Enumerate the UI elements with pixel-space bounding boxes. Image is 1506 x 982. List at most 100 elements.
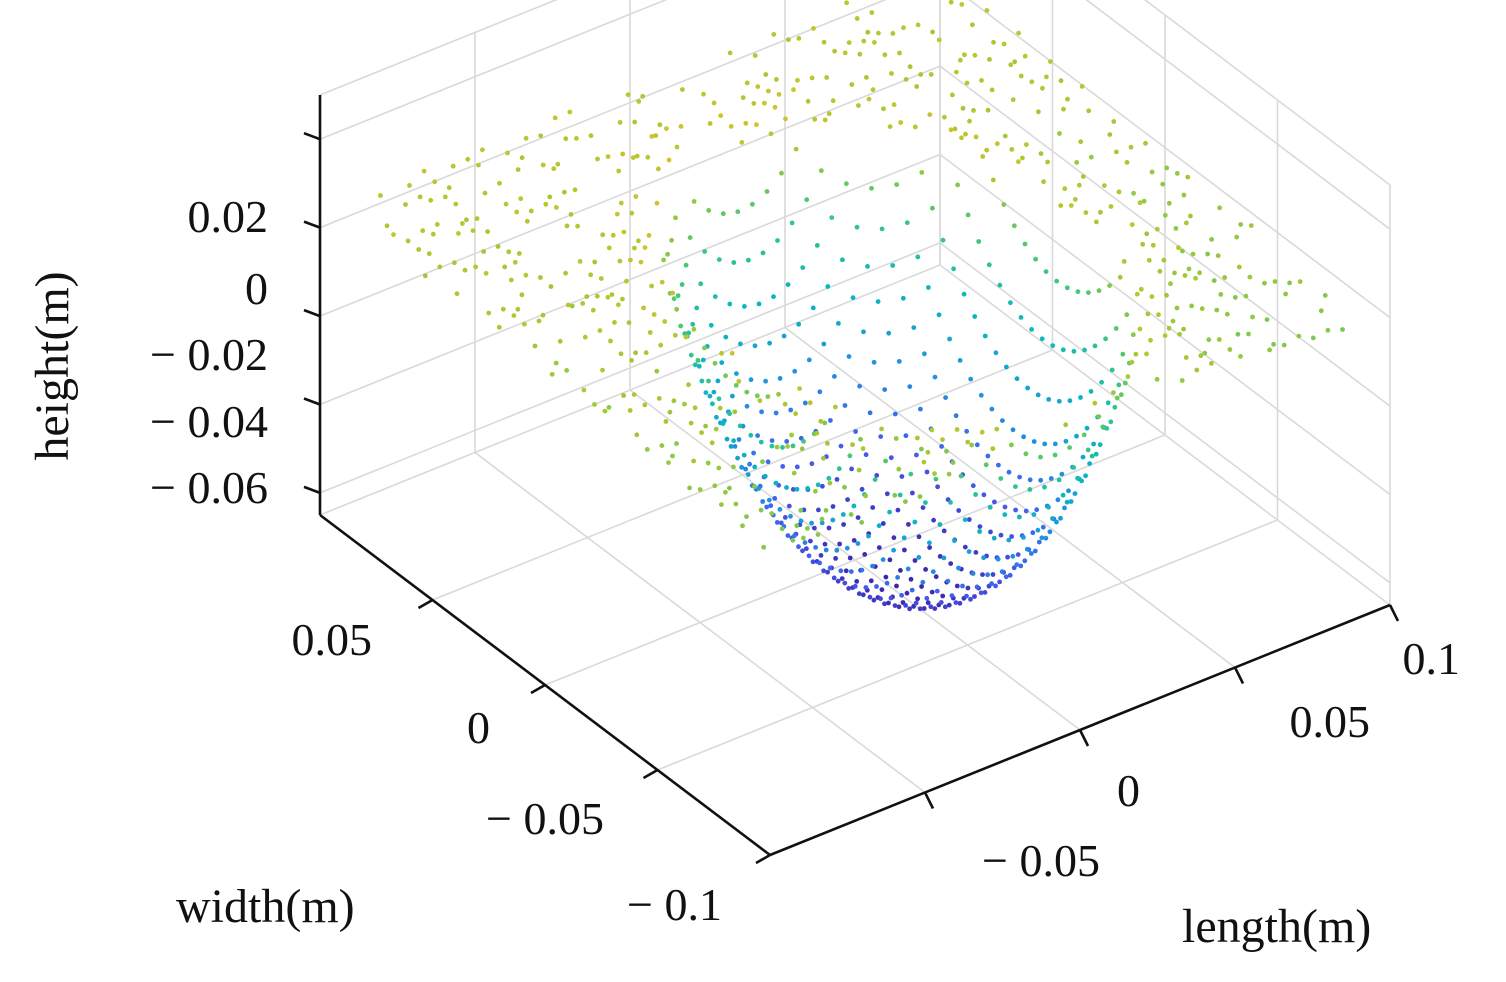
data-point xyxy=(1045,159,1050,165)
data-point xyxy=(378,193,383,198)
data-point xyxy=(948,500,953,505)
data-point xyxy=(703,423,708,429)
data-point xyxy=(859,567,865,573)
data-point xyxy=(907,384,913,389)
data-point xyxy=(1014,562,1020,567)
data-point xyxy=(497,180,502,186)
data-point xyxy=(739,464,744,470)
data-point xyxy=(616,302,621,308)
data-point xyxy=(985,453,991,459)
data-point xyxy=(926,285,931,290)
data-point xyxy=(976,239,982,244)
data-point xyxy=(1296,333,1302,339)
data-point xyxy=(1340,327,1345,332)
data-point xyxy=(993,350,999,356)
data-point xyxy=(756,301,762,307)
data-point xyxy=(929,589,935,595)
data-point xyxy=(997,579,1002,585)
data-point xyxy=(1074,433,1079,439)
data-point xyxy=(1044,74,1049,80)
data-point xyxy=(666,460,671,465)
data-point xyxy=(723,373,728,379)
data-point xyxy=(674,144,680,150)
data-point xyxy=(628,257,633,263)
data-point xyxy=(836,466,842,472)
data-point xyxy=(574,136,579,141)
data-point xyxy=(1130,332,1136,338)
data-point xyxy=(882,601,887,607)
data-point xyxy=(903,77,909,82)
data-point xyxy=(857,51,863,57)
data-point xyxy=(727,301,733,307)
data-point xyxy=(683,334,689,340)
data-point xyxy=(516,251,522,256)
data-point xyxy=(855,515,861,520)
data-point xyxy=(796,544,801,550)
data-point xyxy=(716,257,722,262)
data-point xyxy=(924,595,930,601)
data-point xyxy=(954,69,959,75)
data-point xyxy=(733,501,739,507)
data-point xyxy=(917,494,923,499)
data-point xyxy=(1009,442,1014,448)
data-point xyxy=(1023,508,1029,514)
data-point xyxy=(798,508,804,513)
data-point xyxy=(980,154,986,159)
data-point xyxy=(809,75,815,81)
data-point xyxy=(1114,395,1120,401)
data-point xyxy=(1133,351,1139,357)
data-point xyxy=(486,310,492,316)
data-point xyxy=(895,507,901,513)
data-point xyxy=(977,529,982,534)
data-point xyxy=(699,430,704,435)
data-point xyxy=(656,166,661,172)
data-point xyxy=(935,484,940,490)
data-point xyxy=(664,126,669,131)
data-point xyxy=(842,580,848,586)
data-point xyxy=(1243,293,1249,299)
data-point xyxy=(646,233,652,238)
data-point xyxy=(876,523,882,529)
data-point xyxy=(871,359,877,365)
data-point xyxy=(948,127,954,133)
x-tick-label: 0 xyxy=(1117,765,1140,816)
data-point xyxy=(606,405,612,410)
data-point xyxy=(897,50,902,56)
data-point xyxy=(844,181,849,187)
data-point xyxy=(1144,231,1150,237)
data-point xyxy=(844,545,850,551)
data-point xyxy=(1067,445,1072,450)
data-point xyxy=(773,410,779,416)
data-point xyxy=(735,209,741,215)
data-point xyxy=(866,96,872,102)
data-point xyxy=(911,325,917,330)
data-point xyxy=(863,493,869,499)
y-tick-mark xyxy=(642,768,659,780)
data-point xyxy=(841,522,846,527)
data-point xyxy=(936,37,942,43)
data-point xyxy=(538,133,544,139)
data-point xyxy=(945,578,951,584)
data-point xyxy=(941,555,947,561)
data-point xyxy=(990,572,996,577)
data-point xyxy=(1022,558,1028,564)
data-point xyxy=(715,378,721,384)
data-point xyxy=(923,500,928,505)
data-point xyxy=(1021,535,1026,540)
data-point xyxy=(903,499,908,504)
data-point xyxy=(671,296,677,302)
data-point xyxy=(896,359,902,364)
data-point xyxy=(912,558,918,563)
data-point xyxy=(941,528,947,534)
data-point xyxy=(745,472,751,477)
data-point xyxy=(706,208,712,213)
data-point xyxy=(562,189,567,195)
data-point xyxy=(916,534,922,540)
data-point xyxy=(1227,347,1233,352)
data-point xyxy=(998,532,1004,538)
data-point xyxy=(1202,350,1208,356)
data-point xyxy=(1016,30,1021,36)
data-point xyxy=(1008,62,1014,68)
data-point xyxy=(515,306,521,312)
data-point xyxy=(768,503,774,509)
